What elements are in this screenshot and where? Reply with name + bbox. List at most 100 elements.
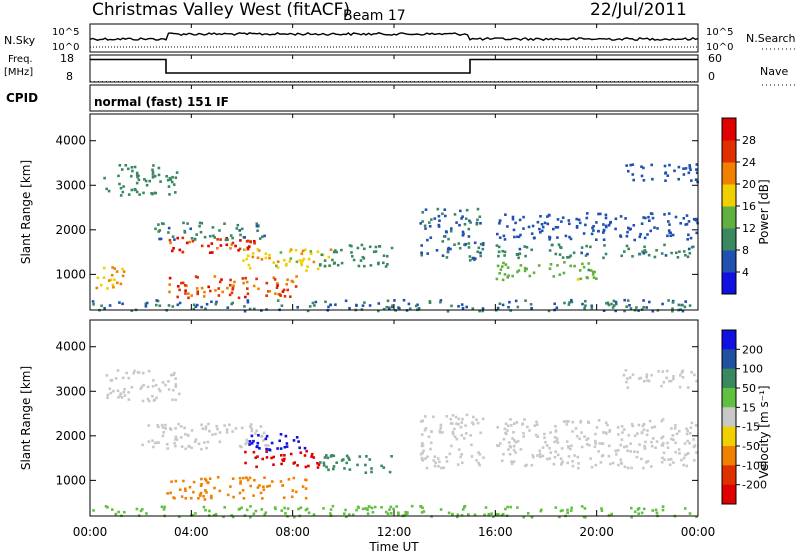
data-cell (200, 423, 203, 427)
data-cell (669, 458, 673, 461)
data-cell (465, 305, 468, 309)
data-cell (325, 465, 328, 469)
data-cell (675, 251, 678, 255)
data-cell (597, 212, 600, 216)
data-cell (655, 249, 658, 252)
data-cell (522, 435, 525, 438)
data-cell (512, 444, 516, 448)
data-cell (254, 509, 258, 513)
data-cell (629, 227, 632, 231)
data-cell (118, 182, 121, 186)
data-cell (184, 487, 187, 491)
data-cell (444, 214, 447, 218)
data-cell (275, 264, 278, 268)
data-cell (183, 231, 187, 234)
scatter-region-0 (168, 236, 261, 254)
data-cell (519, 233, 522, 237)
data-cell (498, 222, 501, 225)
data-cell (573, 454, 576, 457)
data-cell (192, 307, 196, 311)
data-cell (348, 307, 351, 310)
data-cell (208, 477, 212, 480)
power-heatmap (91, 163, 699, 313)
data-cell (544, 440, 547, 444)
data-cell (575, 225, 579, 228)
data-cell (476, 250, 479, 254)
data-cell (204, 425, 208, 428)
data-cell (547, 213, 551, 217)
data-cell (176, 236, 179, 240)
data-cell (276, 447, 279, 450)
data-cell (219, 244, 223, 247)
data-cell (451, 414, 455, 417)
data-cell (669, 231, 672, 235)
data-cell (260, 435, 263, 439)
data-cell (546, 215, 549, 218)
data-cell (518, 218, 522, 222)
data-cell (587, 268, 591, 272)
data-cell (183, 426, 186, 430)
data-cell (249, 423, 253, 426)
data-cell (650, 373, 653, 377)
data-cell (169, 428, 173, 431)
data-cell (688, 164, 691, 167)
data-cell (570, 300, 574, 304)
data-cell (646, 460, 650, 463)
data-cell (204, 508, 207, 512)
scatter-region-10 (495, 261, 598, 282)
data-cell (640, 431, 644, 435)
data-cell (523, 245, 526, 248)
data-cell (345, 454, 349, 458)
data-cell (122, 270, 126, 273)
scatter-region-1 (168, 275, 298, 300)
data-cell (567, 445, 570, 448)
y-tick-label: 1000 (55, 473, 86, 487)
data-cell (516, 305, 520, 309)
data-cell (589, 457, 592, 460)
x-tick-label: 00:00 (73, 525, 108, 539)
data-cell (481, 247, 485, 251)
data-cell (344, 508, 347, 512)
data-cell (580, 246, 584, 249)
data-cell (152, 445, 155, 449)
data-cell (516, 506, 519, 509)
data-cell (695, 231, 698, 235)
data-cell (473, 241, 477, 245)
data-cell (445, 460, 449, 463)
data-cell (509, 418, 512, 421)
data-cell (388, 508, 391, 511)
data-cell (118, 301, 121, 304)
data-cell (555, 439, 559, 443)
data-cell (430, 430, 433, 433)
data-cell (316, 267, 320, 271)
data-cell (611, 306, 615, 309)
data-cell (231, 477, 235, 480)
data-cell (614, 449, 618, 453)
data-cell (363, 301, 366, 304)
data-cell (695, 168, 698, 171)
data-cell (667, 212, 671, 215)
data-cell (145, 301, 149, 305)
data-cell (288, 260, 292, 263)
colorbar-tick-label: -100 (742, 459, 767, 472)
data-cell (595, 221, 598, 224)
data-cell (420, 444, 424, 448)
colorbar-tick-label: 20 (742, 178, 756, 191)
data-cell (180, 425, 183, 428)
data-cell (426, 455, 429, 459)
data-cell (469, 434, 472, 437)
data-cell (278, 293, 282, 296)
data-cell (535, 420, 538, 424)
data-cell (479, 222, 482, 225)
data-cell (509, 445, 513, 449)
data-cell (461, 461, 464, 465)
data-cell (692, 438, 695, 441)
data-cell (107, 189, 111, 193)
data-cell (594, 463, 598, 467)
data-cell (606, 423, 609, 427)
data-cell (272, 261, 275, 264)
colorbar-tick-label: -200 (742, 479, 767, 492)
data-cell (130, 386, 134, 389)
data-cell (508, 300, 511, 304)
data-cell (586, 276, 589, 280)
